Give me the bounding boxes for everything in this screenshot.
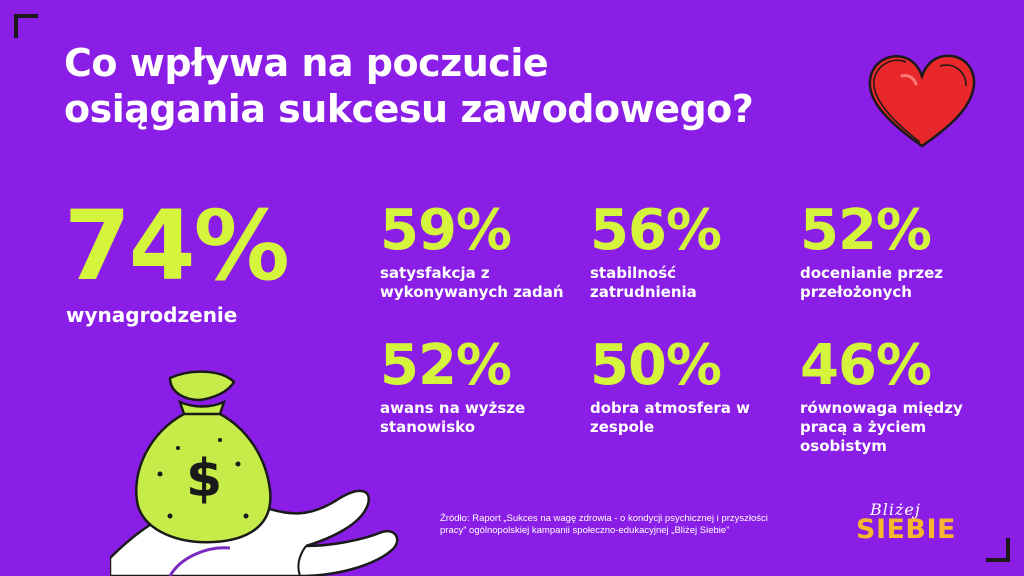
title-line-1: Co wpływa na poczucie: [64, 41, 549, 85]
source-note: Źródło: Raport „Sukces na wagę zdrowia -…: [440, 513, 840, 537]
campaign-logo: Bliżej SIEBIE: [852, 500, 972, 550]
stat-item: 56% stabilność zatrudnienia: [590, 200, 790, 302]
stat-value: 50%: [590, 333, 722, 398]
heart-icon: [868, 54, 976, 148]
stat-value: 56%: [590, 198, 722, 263]
money-bag-illustration: $: [110, 370, 399, 576]
stat-item: 59% satysfakcja z wykonywanych zadań: [380, 200, 580, 302]
stat-label: równowaga między pracą a życiem osobisty…: [800, 399, 963, 455]
main-stat-label: wynagrodzenie: [66, 303, 238, 327]
stat-value: 52%: [800, 198, 932, 263]
corner-frame-bottom-right: [986, 538, 1010, 562]
source-line-2: pracy” ogólnopolskiej kampanii społeczno…: [440, 525, 730, 536]
money-bag-icon: $: [135, 370, 272, 544]
corner-frame-top-left: [14, 14, 38, 38]
stat-label: awans na wyższe stanowisko: [380, 399, 526, 436]
svg-text:$: $: [186, 449, 222, 509]
stat-value: 59%: [380, 198, 512, 263]
main-stat-value: 74%: [64, 190, 290, 302]
stat-label: docenianie przez przełożonych: [800, 264, 944, 301]
stat-value: 46%: [800, 333, 932, 398]
stat-item: 52% awans na wyższe stanowisko: [380, 335, 580, 437]
stat-item: 46% równowaga między pracą a życiem osob…: [800, 335, 1000, 456]
stat-label: satysfakcja z wykonywanych zadań: [380, 264, 564, 301]
stat-item: 52% docenianie przez przełożonych: [800, 200, 1000, 302]
logo-script-text: Bliżej: [870, 500, 921, 519]
stat-value: 52%: [380, 333, 512, 398]
source-line-1: Źródło: Raport „Sukces na wagę zdrowia -…: [440, 513, 768, 524]
page-title: Co wpływa na poczucie osiągania sukcesu …: [64, 40, 864, 132]
logo-main-text: SIEBIE: [856, 514, 957, 545]
stat-label: dobra atmosfera w zespole: [590, 399, 750, 436]
title-line-2: osiągania sukcesu zawodowego?: [64, 87, 754, 131]
stat-label: stabilność zatrudnienia: [590, 264, 697, 301]
stat-item: 50% dobra atmosfera w zespole: [590, 335, 790, 437]
